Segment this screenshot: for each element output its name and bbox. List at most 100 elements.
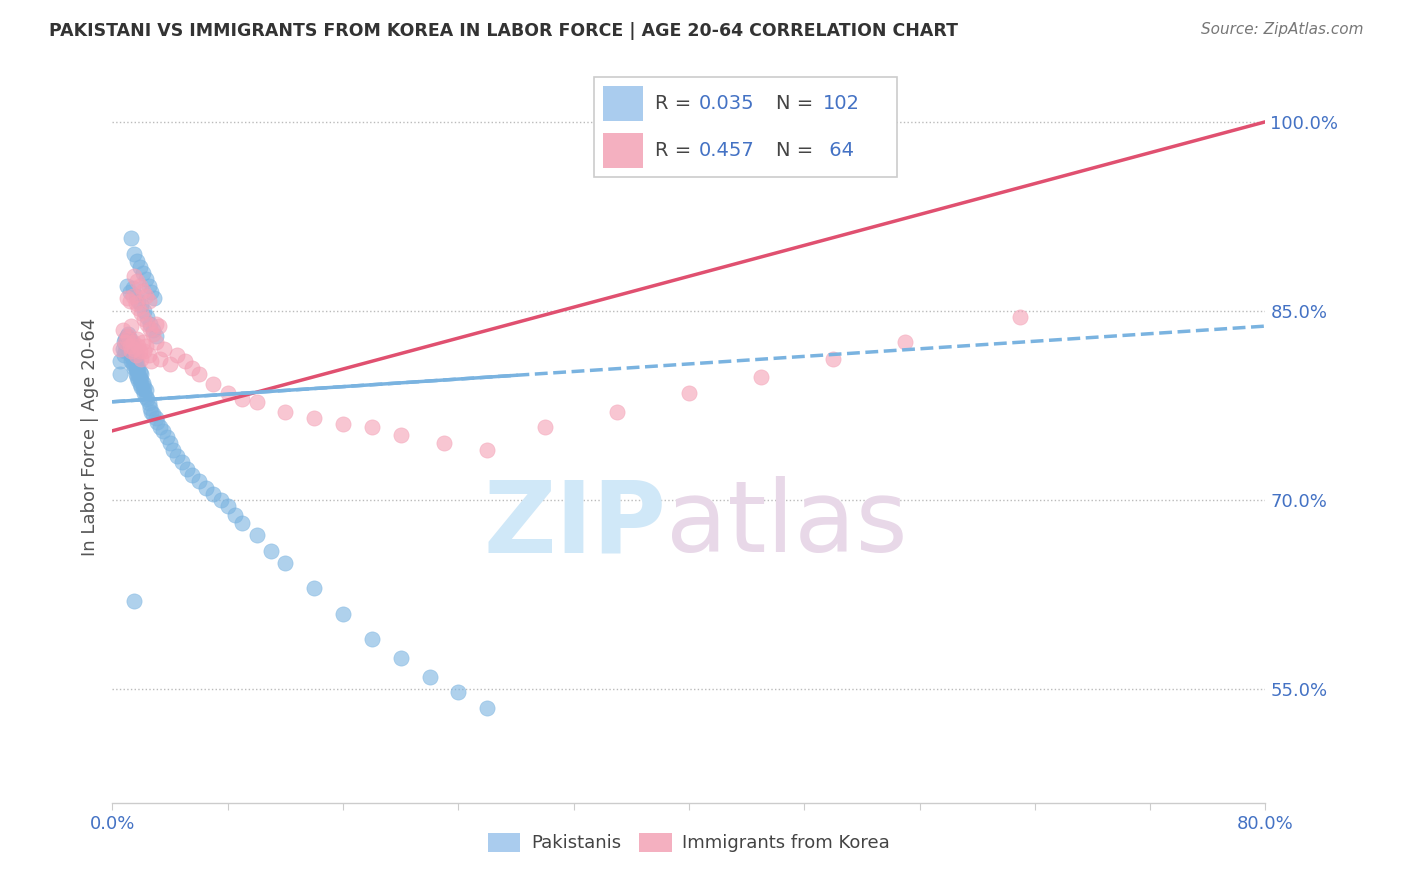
Point: [120, 342, 142, 356]
Text: 0.035: 0.035: [699, 94, 755, 113]
Point: [141, 285, 163, 299]
Point: [142, 326, 165, 341]
Point: [128, 377, 150, 392]
Point: [135, 339, 157, 353]
Point: [148, 319, 170, 334]
Point: [112, 335, 135, 350]
Point: [132, 382, 155, 396]
Point: [166, 449, 188, 463]
Point: [162, 442, 184, 457]
Point: [125, 363, 148, 377]
Point: [125, 332, 148, 346]
Point: [138, 278, 160, 293]
Point: [122, 354, 145, 368]
Point: [246, 528, 269, 542]
Point: [419, 670, 441, 684]
Point: [180, 467, 202, 482]
Point: [176, 461, 198, 475]
Point: [120, 354, 142, 368]
Y-axis label: In Labor Force | Age 20-64: In Labor Force | Age 20-64: [80, 318, 98, 557]
Point: [134, 379, 156, 393]
Point: [135, 390, 157, 404]
Point: [447, 685, 470, 699]
Point: [117, 333, 139, 347]
Point: [121, 281, 143, 295]
Point: [136, 317, 159, 331]
Point: [135, 384, 157, 398]
Point: [111, 342, 134, 356]
Point: [117, 329, 139, 343]
Point: [125, 369, 148, 384]
Point: [231, 392, 253, 407]
Text: R =: R =: [655, 94, 697, 113]
Point: [135, 272, 157, 286]
Text: atlas: atlas: [666, 476, 907, 574]
Point: [332, 417, 354, 432]
Point: [132, 335, 155, 350]
Point: [129, 379, 153, 393]
Point: [138, 396, 160, 410]
Point: [132, 284, 155, 298]
Point: [142, 408, 165, 422]
Point: [122, 360, 145, 375]
Point: [231, 516, 253, 530]
Point: [217, 386, 239, 401]
Point: [125, 253, 148, 268]
Point: [128, 371, 150, 385]
Text: 0.457: 0.457: [699, 141, 755, 161]
Point: [132, 376, 155, 390]
Point: [120, 319, 142, 334]
Text: Source: ZipAtlas.com: Source: ZipAtlas.com: [1201, 22, 1364, 37]
Point: [108, 354, 131, 368]
Point: [118, 338, 141, 352]
Point: [121, 351, 143, 365]
Point: [122, 594, 145, 608]
Point: [127, 367, 149, 381]
Point: [134, 304, 156, 318]
Point: [145, 411, 167, 425]
Point: [122, 268, 145, 283]
Point: [433, 436, 456, 450]
Point: [304, 582, 326, 596]
Point: [134, 311, 156, 326]
Point: [139, 321, 162, 335]
Point: [127, 360, 149, 375]
Point: [332, 607, 354, 621]
Bar: [603, 87, 643, 121]
Point: [156, 430, 179, 444]
Point: [475, 442, 499, 457]
Point: [124, 360, 146, 375]
Point: [121, 335, 143, 350]
Point: [115, 291, 138, 305]
Text: N =: N =: [776, 141, 820, 161]
Text: R =: R =: [655, 141, 697, 161]
Point: [475, 701, 499, 715]
Point: [127, 373, 149, 387]
Point: [124, 289, 146, 303]
Point: [145, 329, 167, 343]
Point: [118, 293, 141, 308]
Point: [138, 293, 160, 308]
Point: [128, 344, 150, 359]
Point: [166, 348, 188, 362]
Point: [360, 420, 382, 434]
Point: [120, 335, 142, 350]
Point: [115, 329, 138, 343]
Point: [1010, 310, 1032, 325]
Point: [122, 342, 145, 356]
Point: [138, 348, 160, 362]
Point: [274, 556, 297, 570]
Text: N =: N =: [776, 94, 820, 113]
Point: [132, 266, 155, 280]
Point: [118, 332, 141, 346]
Point: [136, 392, 159, 407]
Point: [120, 348, 142, 362]
Point: [115, 278, 138, 293]
Point: [128, 278, 150, 293]
Point: [678, 386, 700, 401]
Point: [129, 298, 153, 312]
Point: [894, 335, 917, 350]
Point: [360, 632, 382, 646]
Point: [149, 351, 172, 366]
Point: [117, 339, 139, 353]
